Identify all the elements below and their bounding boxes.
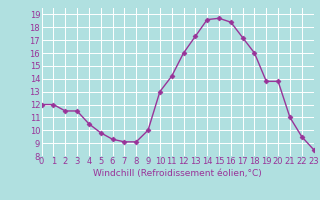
X-axis label: Windchill (Refroidissement éolien,°C): Windchill (Refroidissement éolien,°C) <box>93 169 262 178</box>
